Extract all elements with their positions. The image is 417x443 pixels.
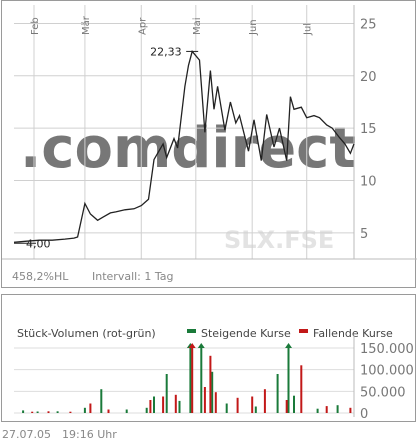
watermark-text: .comdirect [20, 116, 356, 181]
volume-bar-down [203, 387, 206, 413]
price-chart-panel: .comdirect SLX.FSE 5 10 15 20 25 Feb Mär Apr Mai Ju… [1, 0, 417, 288]
volume-bar-down [285, 400, 288, 413]
volume-y-tick-label: 100.000 [360, 364, 414, 379]
volume-bar-up [254, 406, 257, 413]
volume-bar-down [31, 411, 34, 413]
month-label: Jul [303, 23, 314, 36]
volume-bar-down [263, 389, 266, 413]
month-label: Jun [248, 19, 259, 36]
low-label: 4,00 [26, 237, 51, 250]
volume-bar-up [145, 407, 148, 413]
volume-bar-up [287, 348, 290, 413]
volume-chart-panel: Stück-Volumen (rot-grün) Steigende Kurse F… [1, 294, 416, 422]
volume-bar-down [162, 396, 165, 413]
price-chart: .comdirect SLX.FSE 5 10 15 20 25 Feb Mär Apr Mai Ju… [2, 5, 417, 283]
volume-bar-up [293, 395, 295, 413]
month-label: Mai [192, 17, 203, 35]
volume-bar-up [100, 389, 103, 413]
y-tick-label: 10 [360, 174, 377, 189]
volume-bar-down [251, 396, 254, 413]
volume-y-tick-label: 50.000 [360, 385, 406, 400]
volume-bar-up [178, 400, 181, 413]
volume-title: Stück-Volumen (rot-grün) [17, 327, 156, 340]
volume-bar-up [276, 374, 279, 413]
volume-bar-down [149, 400, 152, 413]
volume-bar-up [56, 411, 59, 413]
y-tick-label: 15 [360, 122, 377, 137]
y-tick-label: 25 [360, 17, 377, 32]
volume-y-tick-label: 0 [360, 407, 368, 422]
volume-y-tick-label: 150.000 [360, 342, 414, 357]
price-line [13, 50, 355, 243]
volume-bar-up [22, 410, 25, 413]
volume-bar-down [174, 394, 177, 413]
y-tick-label: 20 [360, 70, 377, 85]
volume-bar-up [211, 371, 214, 413]
volume-bar-down [69, 411, 72, 413]
volume-bar-down [214, 392, 217, 413]
volume-cap-up [285, 343, 293, 348]
month-label: Feb [30, 17, 41, 35]
volume-bar-up [200, 348, 203, 413]
volume-bar-up [336, 405, 339, 413]
volume-bar-up [225, 403, 228, 413]
footer-date: 27.07.05 [2, 428, 51, 441]
volume-cap-down [188, 343, 196, 348]
volume-bar-down [107, 409, 110, 413]
volume-chart: Stück-Volumen (rot-grün) Steigende Kurse F… [14, 327, 414, 422]
volume-bar-down [236, 397, 239, 413]
volume-bar-up [165, 374, 168, 413]
volume-bar-down [89, 403, 92, 413]
interval-label: Intervall: 1 Tag [92, 270, 174, 283]
y-tick-label: 5 [360, 227, 368, 242]
volume-bar-down [209, 355, 212, 413]
volume-bar-down [300, 365, 303, 413]
legend-down-swatch [299, 329, 308, 333]
volume-bar-up [153, 396, 155, 413]
legend-down-label: Fallende Kurse [313, 327, 393, 340]
volume-bar-down [191, 348, 194, 413]
volume-cap-up [197, 343, 205, 348]
volume-bar-down [349, 407, 352, 413]
volume-bar-up [316, 408, 319, 413]
legend-up-swatch [187, 329, 196, 333]
symbol-watermark: SLX.FSE [224, 226, 334, 254]
footer-time: 19:16 Uhr [62, 428, 117, 441]
volume-bar-up [189, 348, 192, 413]
month-label: Mär [81, 15, 92, 35]
volume-bar-up [83, 407, 86, 413]
volume-bar-up [36, 411, 39, 413]
volume-bar-up [125, 409, 128, 413]
volume-bar-down [47, 411, 50, 413]
volume-bar-down [325, 406, 328, 413]
performance-label: 458,2%HL [12, 270, 69, 283]
legend-up-label: Steigende Kurse [201, 327, 291, 340]
month-label: Apr [137, 17, 148, 35]
high-label: 22,33 [150, 45, 182, 58]
